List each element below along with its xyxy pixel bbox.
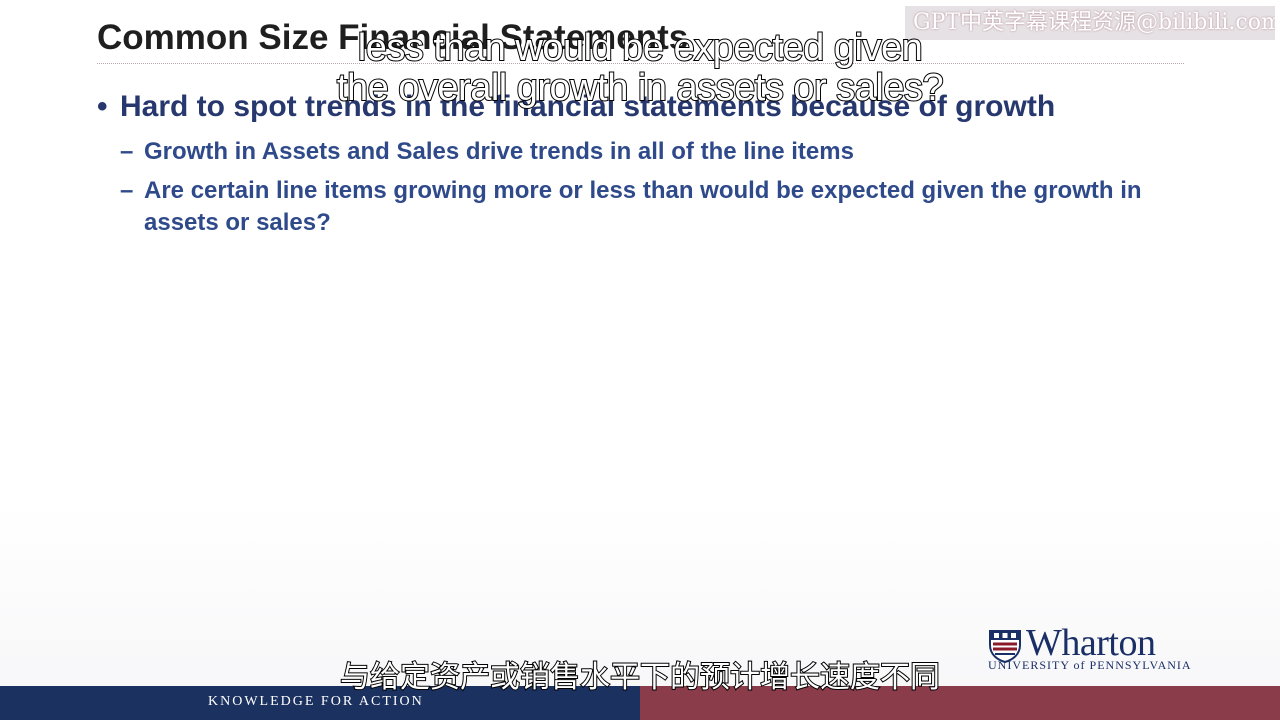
main-bullet-text: Hard to spot trends in the financial sta… [120,90,1056,123]
slide-title: Common Size Financial Statements [97,18,689,57]
main-bullet: • Hard to spot trends in the financial st… [97,90,1055,124]
university-name: UNIVERSITY of PENNSYLVANIA [988,658,1192,672]
footer-tagline: KNOWLEDGE FOR ACTION [208,694,424,709]
wharton-logo: Wharton UNIVERSITY of PENNSYLVANIA [988,622,1193,673]
english-subtitle-line-1: less than would be expected given [357,26,924,70]
sub-bullet: – Growth in Assets and Sales drive trend… [120,136,1180,168]
sub-bullet-text: Growth in Assets and Sales drive trends … [144,138,854,165]
footer-bar-right [640,686,1280,720]
sub-bullet-text: Are certain line items growing more or l… [144,177,1142,236]
bullet-dot: • [97,90,108,123]
title-divider [97,63,1184,64]
sub-bullet-dash: – [120,177,134,204]
watermark: GPT中英字幕课程资源@bilibili.com [905,6,1275,40]
penn-shield-icon [989,630,1021,663]
footer-bar-left [0,686,640,720]
sub-bullet-dash: – [120,138,134,165]
wharton-wordmark: Wharton [1026,622,1156,664]
sub-bullet: – Are certain line items growing more or… [120,175,1180,239]
chinese-subtitle: 与给定资产或销售水平下的预计增长速度不同 [339,659,941,696]
english-subtitle-line-2: the overall growth in assets or sales? [336,66,945,110]
